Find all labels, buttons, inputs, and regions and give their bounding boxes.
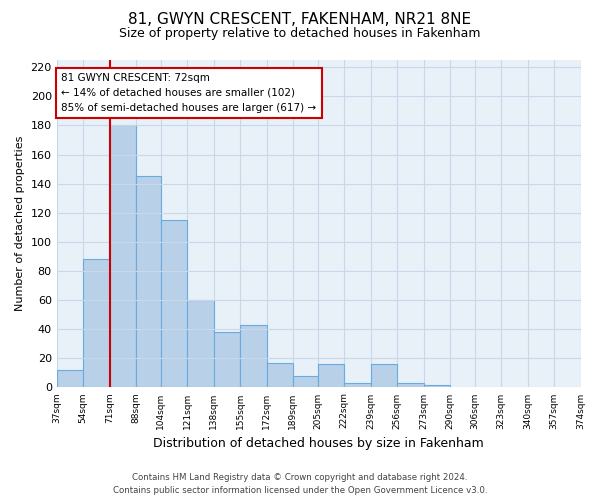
Bar — [240, 325, 266, 388]
Bar — [266, 362, 293, 388]
Bar — [344, 383, 371, 388]
Text: Size of property relative to detached houses in Fakenham: Size of property relative to detached ho… — [119, 28, 481, 40]
Text: 81, GWYN CRESCENT, FAKENHAM, NR21 8NE: 81, GWYN CRESCENT, FAKENHAM, NR21 8NE — [128, 12, 472, 28]
Bar — [397, 383, 424, 388]
Bar — [214, 332, 240, 388]
Bar — [424, 384, 450, 388]
Bar — [136, 176, 161, 388]
Bar — [110, 126, 136, 388]
Y-axis label: Number of detached properties: Number of detached properties — [15, 136, 25, 312]
Text: 81 GWYN CRESCENT: 72sqm
← 14% of detached houses are smaller (102)
85% of semi-d: 81 GWYN CRESCENT: 72sqm ← 14% of detache… — [61, 73, 316, 112]
Bar — [161, 220, 187, 388]
Bar — [293, 376, 318, 388]
X-axis label: Distribution of detached houses by size in Fakenham: Distribution of detached houses by size … — [153, 437, 484, 450]
Text: Contains HM Land Registry data © Crown copyright and database right 2024.
Contai: Contains HM Land Registry data © Crown c… — [113, 473, 487, 495]
Bar — [56, 370, 83, 388]
Bar — [187, 300, 214, 388]
Bar — [318, 364, 344, 388]
Bar — [371, 364, 397, 388]
Bar — [83, 260, 110, 388]
